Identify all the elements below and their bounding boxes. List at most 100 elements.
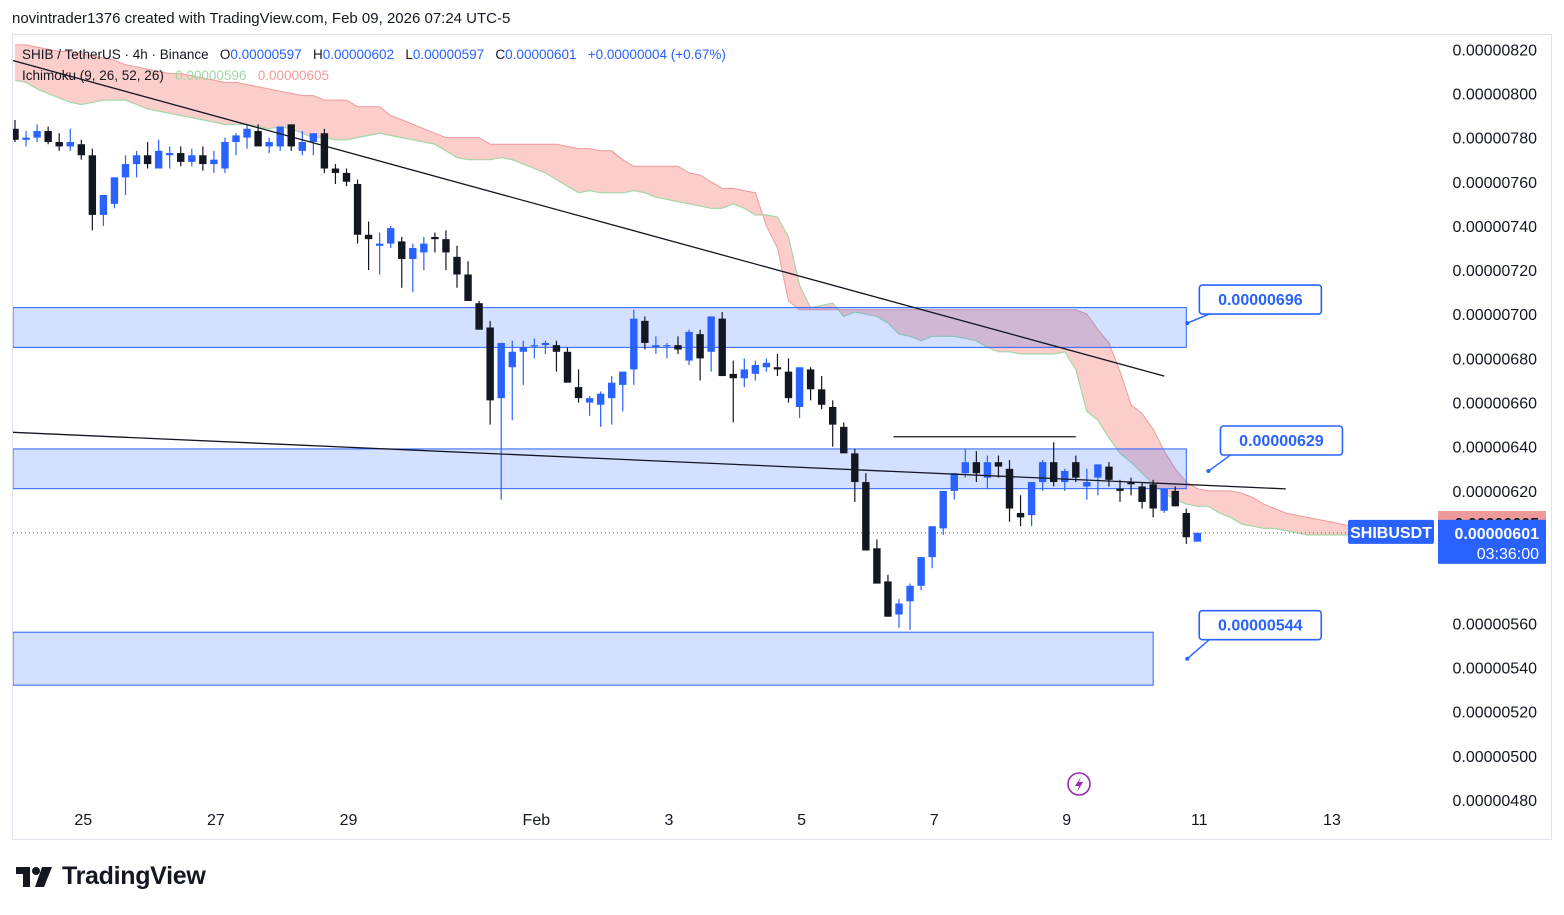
candle-down [199, 146, 207, 171]
candle-up [497, 342, 505, 500]
last-price-badge: 0.00000601 03:36:00 [1438, 519, 1546, 564]
candle-down [177, 146, 185, 167]
chart-legend: SHIB / TetherUS · 4h · Binance O0.000005… [22, 44, 726, 86]
tradingview-logo-text: TradingView [62, 862, 206, 890]
candle-down [143, 142, 152, 169]
candle-down [364, 221, 373, 271]
candle-down [972, 451, 981, 483]
candle-body [1072, 462, 1080, 478]
candle-body [961, 462, 969, 474]
tradingview-logo[interactable]: TradingView [14, 862, 206, 891]
candle-up [309, 133, 318, 156]
candle-body [619, 371, 627, 385]
candle-body [895, 603, 903, 615]
candle-body [464, 274, 472, 301]
tradingview-logo-icon [16, 866, 52, 887]
candle-body [552, 345, 561, 352]
candle-body [276, 126, 284, 147]
candle-up [519, 340, 527, 385]
candle-up [895, 599, 903, 628]
candle-body [298, 142, 306, 151]
candle-up [585, 395, 594, 416]
candle-body [574, 387, 583, 399]
candle-down [1182, 508, 1190, 544]
candle-body [1116, 488, 1124, 491]
candle-body [851, 453, 859, 483]
candle-body [77, 144, 85, 156]
legend-low-label: L [405, 47, 413, 62]
candle-body [453, 256, 461, 275]
candle-body [939, 490, 947, 529]
candle-body [994, 462, 1003, 467]
candle-up [265, 137, 273, 154]
candle-body [1127, 482, 1135, 485]
candle-down [552, 340, 561, 372]
candle-up [740, 358, 748, 388]
candle-up [33, 124, 41, 143]
candle-body [784, 371, 793, 399]
candle-body [829, 406, 837, 425]
callout-box [1219, 425, 1344, 456]
candle-down [718, 312, 726, 377]
candle-body [862, 482, 870, 551]
candle-up [961, 448, 969, 478]
candle-up [663, 342, 671, 359]
x-tick-label: 5 [797, 812, 806, 829]
candle-up [99, 195, 108, 226]
legend-symbol[interactable]: SHIB / TetherUS · 4h · Binance [22, 47, 209, 62]
x-tick-label: 3 [664, 812, 673, 829]
callout-label: 0.00000696 [1218, 292, 1303, 309]
candle-body [166, 153, 174, 156]
candle-down [1016, 495, 1025, 527]
candle-up [298, 130, 306, 156]
candle-down [44, 126, 52, 145]
candle-body [729, 373, 737, 379]
candle-body [99, 195, 108, 215]
y-axis: 0.00000820 0.00000800 0.00000780 0.00000760… [1452, 42, 1537, 810]
candle-up [110, 177, 119, 209]
candle-body [740, 369, 748, 379]
candle-down [873, 539, 881, 584]
candle-body [674, 345, 682, 350]
candle-down [13, 119, 19, 143]
candle-body [44, 130, 52, 143]
candle-up [619, 371, 627, 412]
candle-up [121, 155, 130, 196]
candle-up [387, 225, 395, 248]
candle-body [585, 398, 594, 403]
candle-down [563, 347, 572, 383]
candle-up [762, 358, 771, 372]
candle-up [66, 128, 74, 151]
legend-indicator-name[interactable]: Ichimoku (9, 26, 52, 26) [22, 68, 164, 83]
candle-body [817, 389, 826, 405]
legend-indicator-row: Ichimoku (9, 26, 52, 26) 0.00000596 0.00… [22, 65, 726, 86]
candle-down [851, 448, 859, 502]
candle-body [143, 155, 152, 165]
candle-body [22, 137, 30, 140]
callout-anchor [1206, 469, 1211, 474]
candle-down [77, 139, 85, 160]
legend-open-label: O [219, 47, 231, 62]
y-tick-label: 0.00000500 [1452, 749, 1537, 766]
candle-body [1016, 512, 1025, 518]
candle-body [1083, 482, 1091, 487]
candle-body [132, 155, 141, 165]
support-resistance-zone [13, 307, 1187, 348]
candle-body [1027, 482, 1036, 516]
candle-body [972, 462, 981, 474]
candle-up [132, 150, 141, 178]
candle-body [55, 142, 63, 147]
candle-body [420, 243, 428, 253]
candle-up [928, 526, 936, 569]
candle-down [840, 422, 848, 454]
candle-down [1105, 462, 1113, 487]
candle-up [541, 340, 550, 354]
callout-pointer [1186, 639, 1210, 660]
y-tick-label: 0.00000780 [1452, 131, 1537, 148]
candle-down [696, 329, 704, 381]
candle-body [177, 153, 185, 162]
badge-label: 0.00000601 [1454, 526, 1539, 543]
candle-down [729, 360, 737, 423]
candle-body [431, 236, 439, 240]
